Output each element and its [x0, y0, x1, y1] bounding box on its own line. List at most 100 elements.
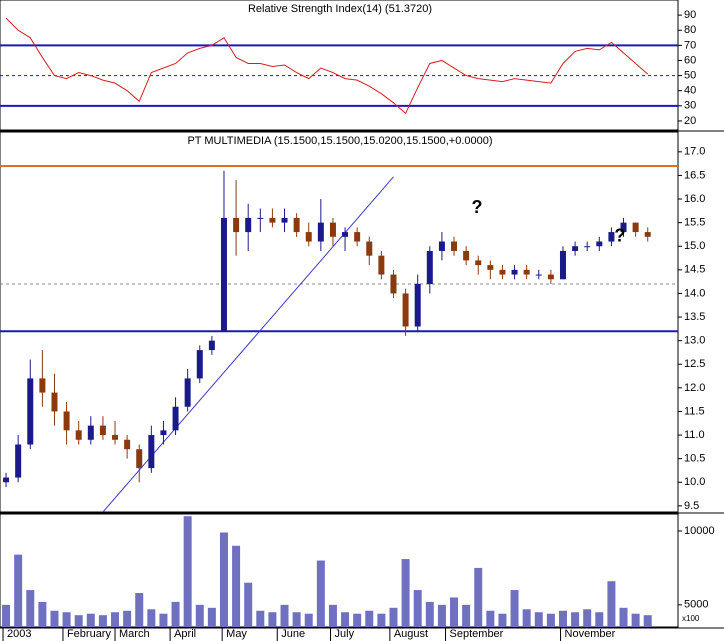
candle-body — [293, 217, 300, 233]
candle-body — [124, 439, 131, 450]
volume-bar — [14, 554, 23, 627]
volume-bar — [607, 581, 616, 627]
candle-body — [475, 260, 482, 266]
candle-body — [596, 241, 603, 247]
volume-bar — [377, 613, 386, 627]
volume-bar — [26, 590, 35, 627]
candle-body — [378, 255, 385, 275]
y-tick-label: 16.5 — [684, 169, 705, 181]
volume-bar — [546, 613, 555, 627]
volume-bar — [256, 610, 265, 627]
volume-bar — [643, 615, 652, 627]
candle-body — [342, 232, 349, 237]
volume-bar — [522, 609, 531, 627]
volume-bar — [486, 610, 495, 627]
y-tick-label: 15.0 — [684, 240, 705, 252]
y-tick-label: 10000 — [684, 525, 715, 537]
volume-bar — [74, 615, 83, 627]
volume-bar — [268, 612, 277, 627]
volume-bar — [159, 613, 168, 627]
x-tick-label: April — [174, 628, 196, 640]
volume-bar — [353, 613, 362, 627]
y-tick-label: 10.0 — [684, 476, 705, 488]
volume-bar — [171, 601, 180, 627]
panel-frame — [0, 131, 679, 513]
volume-bar — [98, 615, 107, 627]
candle-body — [305, 232, 312, 242]
candle-body — [535, 274, 542, 276]
y-tick-label: 20 — [684, 115, 696, 127]
y-tick-label: 80 — [684, 24, 696, 36]
candle-body — [572, 246, 579, 251]
candle-body — [184, 378, 191, 407]
volume-bar — [195, 604, 204, 627]
panel-frame — [0, 513, 679, 628]
y-tick-label: 17.0 — [684, 146, 705, 158]
candle-body — [451, 241, 458, 251]
candle-body — [511, 269, 518, 275]
x-tick-label: August — [394, 628, 428, 640]
x-tick-label: May — [226, 628, 247, 640]
y-tick-label: 13.5 — [684, 311, 705, 323]
candle-body — [499, 269, 506, 275]
y-tick-label: 40 — [684, 85, 696, 97]
volume-bar — [280, 604, 289, 627]
volume-bar — [450, 597, 459, 627]
volume-bar — [425, 601, 434, 627]
volume-bar — [341, 612, 350, 627]
x-tick-label: June — [281, 628, 305, 640]
candle-body — [148, 435, 155, 469]
volume-bar — [2, 604, 11, 627]
candle-body — [172, 406, 179, 431]
candle-body — [196, 350, 203, 379]
candle-body — [644, 232, 651, 237]
y-tick-label: 11.0 — [684, 429, 705, 441]
y-tick-label: 30 — [684, 100, 696, 112]
y-tick-label: 14.5 — [684, 264, 705, 276]
candle-body — [438, 241, 445, 251]
volume-bar — [232, 545, 241, 627]
candle-body — [75, 430, 82, 440]
volume-bar — [62, 612, 71, 627]
candle-body — [3, 477, 10, 483]
candle-body — [208, 340, 215, 351]
volume-bar — [123, 610, 132, 627]
candle-body — [160, 430, 167, 436]
volume-bar — [498, 613, 507, 627]
candle-body — [136, 449, 143, 469]
candle-body — [487, 265, 494, 270]
candle-body — [463, 250, 470, 261]
x-tick-label: February — [67, 628, 112, 640]
volume-bar — [474, 567, 483, 627]
volume-bar — [534, 612, 543, 627]
candle-body — [257, 217, 264, 219]
volume-bar — [135, 593, 144, 627]
y-tick-label: 90 — [684, 9, 696, 21]
volume-bar — [583, 609, 592, 627]
y-tick-label: 10.5 — [684, 453, 705, 465]
rsi-line — [5, 17, 649, 115]
volume-bar — [292, 612, 301, 627]
volume-bar — [631, 613, 640, 627]
volume-bar — [316, 560, 325, 627]
volume-bar — [571, 612, 580, 627]
volume-bar — [219, 532, 228, 627]
volume-bar — [619, 607, 628, 627]
y-tick-label: 15.5 — [684, 217, 705, 229]
volume-unit: x100 — [682, 614, 700, 623]
volume-bar — [558, 610, 567, 627]
x-tick-label: 2003 — [7, 628, 31, 640]
volume-bar — [207, 607, 216, 627]
candle-body — [559, 250, 566, 280]
volume-bar — [183, 516, 192, 627]
y-tick-label: 60 — [684, 54, 696, 66]
x-tick-label: March — [119, 628, 150, 640]
volume-bar — [437, 604, 446, 627]
candle-body — [608, 232, 615, 242]
volume-bar — [510, 590, 519, 627]
volume-bar — [147, 609, 156, 627]
volume-bar — [401, 559, 410, 627]
y-tick-label: 16.0 — [684, 193, 705, 205]
candle-body — [632, 222, 639, 233]
